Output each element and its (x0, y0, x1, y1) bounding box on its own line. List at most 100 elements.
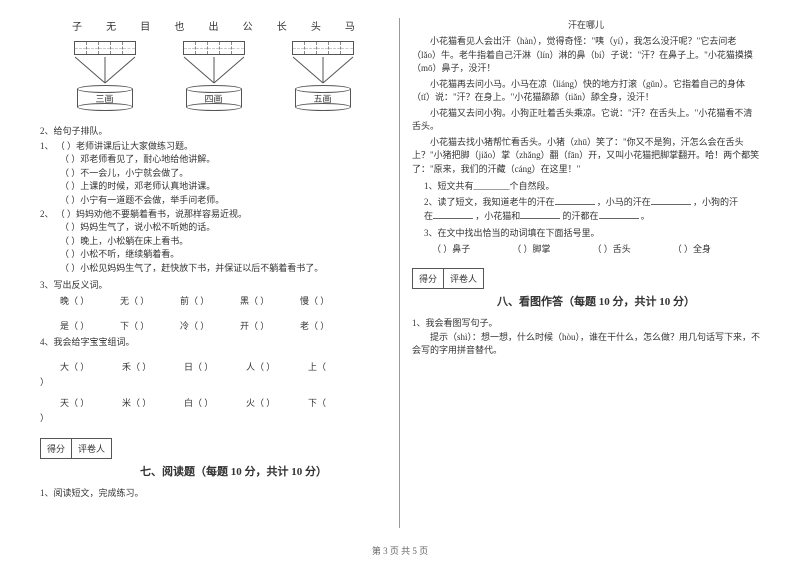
section-7-sub: 1、阅读短文，完成练习。 (40, 487, 387, 500)
fill-item: 大（ ） (60, 360, 122, 373)
rq2-text: 。 (641, 211, 650, 221)
paren-line-text: （ ）老师讲课后让大家做练习题。 (56, 141, 193, 151)
fill-item: （ ）全身 (673, 242, 711, 256)
fill-item: 冷（ ） (180, 319, 240, 332)
left-column: 子 无 目 也 出 公 长 头 马 (40, 18, 400, 528)
section-8-title: 八、看图作答（每题 10 分，共计 10 分） (412, 293, 760, 309)
grid-boxes (183, 41, 245, 55)
q2-heading: 2、给句子排队。 (40, 125, 387, 138)
cylinder-icon: 五画 (295, 85, 351, 111)
grid-cell (232, 42, 244, 54)
fill-item: 禾（ ） (122, 360, 184, 373)
section-7-title: 七、阅读题（每题 10 分，共计 10 分） (40, 463, 387, 479)
reading-q3-heading: 3、在文中找出恰当的动词填在下面括号里。 (412, 227, 760, 240)
grid-cell (196, 42, 208, 54)
grid-cell (305, 42, 317, 54)
paren-line: （ ）妈妈生气了，说小松不听她的话。 (40, 221, 387, 234)
antonym-row: 是（ ） 下（ ） 冷（ ） 开（ ） 老（ ） (40, 319, 387, 332)
paren-line-text: （ ）妈妈劝他不要躺着看书，说那样容易近视。 (56, 209, 247, 219)
grid-cell (317, 42, 329, 54)
char: 出 (208, 18, 218, 33)
char: 无 (106, 18, 116, 33)
character-row: 子 无 目 也 出 公 长 头 马 (40, 18, 387, 41)
char: 公 (243, 18, 253, 33)
reviewer-label: 评卷人 (72, 439, 111, 458)
word-row: 大（ ） 禾（ ） 日（ ） 人（ ） 上（ (40, 360, 387, 373)
grid-cell (111, 42, 123, 54)
fill-item: 无（ ） (120, 294, 180, 307)
group-number: 1、 (40, 141, 54, 151)
fill-item: 是（ ） (60, 319, 120, 332)
fill-item: 火（ ） (246, 396, 308, 409)
score-label: 得分 (413, 269, 444, 288)
q2-group2-num: 2、 （ ）妈妈劝他不要躺着看书，说那样容易近视。 (40, 208, 387, 221)
cylinder-icon: 三画 (77, 85, 133, 111)
page-container: 子 无 目 也 出 公 长 头 马 (40, 18, 760, 528)
q4-heading: 4、我会给字宝宝组词。 (40, 336, 387, 349)
fill-item: 人（ ） (246, 360, 308, 373)
char: 头 (311, 18, 321, 33)
score-label: 得分 (41, 439, 72, 458)
char: 长 (277, 18, 287, 33)
verb-fill-row: （ ）鼻子 （ ）脚掌 （ ）舌头 （ ）全身 (412, 242, 760, 256)
reading-q1: 1、短文共有________个自然段。 (412, 180, 760, 193)
fill-item: 黑（ ） (240, 294, 300, 307)
word-row-tail: ） (40, 376, 387, 389)
rq2-text: 2、读了短文，我知道老牛的汗在 (424, 197, 555, 207)
fill-item: 前（ ） (180, 294, 240, 307)
fill-item: 米（ ） (122, 396, 184, 409)
diagram-unit: 四画 (169, 41, 259, 111)
fill-item: 天（ ） (60, 396, 122, 409)
story-paragraph: 小花猫再去问小马。小马在凉（liáng）快的地方打滚（gǔn）。它指着自己的身体… (412, 78, 760, 105)
story-title: 汗在哪儿 (412, 18, 760, 31)
word-row: 天（ ） 米（ ） 白（ ） 火（ ） 下（ (40, 396, 387, 409)
fill-item: 日（ ） (184, 360, 246, 373)
fill-item: 下（ (308, 396, 326, 409)
word-row-tail: ） (40, 412, 387, 425)
grid-cell (293, 42, 305, 54)
page-footer: 第 3 页 共 5 页 (0, 544, 800, 557)
q2-group1-num: 1、 （ ）老师讲课后让大家做练习题。 (40, 140, 387, 153)
cylinder-label: 三画 (95, 92, 113, 105)
blank (433, 209, 473, 219)
cylinder-label: 四画 (204, 92, 222, 105)
fill-item: 慢（ ） (300, 294, 360, 307)
paren-line: （ ）邓老师看见了，耐心地给他讲解。 (40, 153, 387, 166)
grid-cell (208, 42, 220, 54)
cylinder-icon: 四画 (186, 85, 242, 111)
grid-cell (329, 42, 341, 54)
paren-line: （ ）晚上，小松躺在床上看书。 (40, 235, 387, 248)
score-box: 得分 评卷人 (412, 268, 484, 289)
char: 马 (345, 18, 355, 33)
grid-boxes (74, 41, 136, 55)
cylinder-label: 五画 (313, 92, 331, 105)
grid-cell (75, 42, 87, 54)
fill-item: 晚（ ） (60, 294, 120, 307)
section-8-sub: 1、我会看图写句子。 (412, 317, 760, 330)
fill-item: （ ）舌头 (593, 242, 671, 256)
char: 目 (140, 18, 150, 33)
grid-boxes (292, 41, 354, 55)
char: 子 (72, 18, 82, 33)
rq2-text: ，小花猫和 (475, 211, 520, 221)
grid-cell (220, 42, 232, 54)
fill-item: 开（ ） (240, 319, 300, 332)
rq2-text: 在 (424, 211, 433, 221)
char: 也 (174, 18, 184, 33)
fill-item: （ ）鼻子 (432, 242, 510, 256)
rq2-text: ，小狗的汗 (693, 197, 738, 207)
fill-item: 上（ (308, 360, 326, 373)
paren-line: （ ）上课的时候，邓老师认真地讲课。 (40, 180, 387, 193)
q3-heading: 3、写出反义词。 (40, 279, 387, 292)
rq2-text: 的汗都在 (563, 211, 599, 221)
blank (555, 195, 595, 205)
grid-cell (123, 42, 135, 54)
blank (520, 209, 560, 219)
fill-item: 老（ ） (300, 319, 360, 332)
fill-item: （ ）脚掌 (512, 242, 590, 256)
paren-line: （ ）小松见妈妈生气了，赶快放下书，并保证以后不躺着看书了。 (40, 262, 387, 275)
arrows-icon (174, 55, 254, 85)
grid-cell (99, 42, 111, 54)
reading-q2: 2、读了短文，我知道老牛的汗在 ，小马的汗在 ，小狗的汗 在 ，小花猫和 的汗都… (412, 195, 760, 224)
story-paragraph: 小花猫看见人会出汗（hàn），觉得奇怪："咦（yí），我怎么没汗呢？"它去问老（… (412, 35, 760, 76)
